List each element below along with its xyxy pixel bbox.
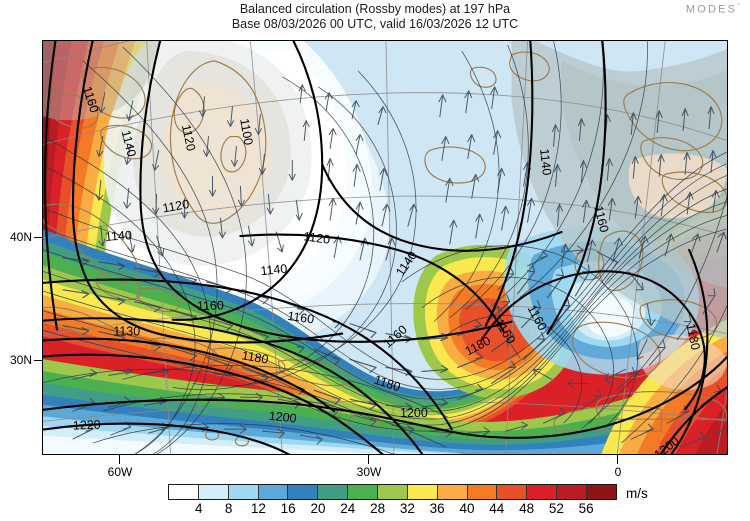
colorbar-cell xyxy=(318,485,349,499)
colorbar-tick-label: 44 xyxy=(489,501,505,516)
contour-label: 1160 xyxy=(591,205,611,234)
colorbar-tick-label: 24 xyxy=(340,501,356,516)
colorbar-swatches xyxy=(168,484,617,500)
contour-map-svg xyxy=(43,41,727,454)
colorbar-tick-label: 36 xyxy=(429,501,445,516)
xtick-mark-60w xyxy=(119,455,121,464)
colorbar-tick-label: 4 xyxy=(195,501,203,516)
colorbar-cell xyxy=(169,485,199,499)
xtick-label-0: 0 xyxy=(614,465,622,479)
colorbar-cell xyxy=(348,485,379,499)
contour-label: 1140 xyxy=(119,129,139,158)
colorbar-cell xyxy=(527,485,558,499)
colorbar-tick-label: 48 xyxy=(519,501,535,516)
colorbar-tick-label: 40 xyxy=(459,501,475,516)
contour-label: 1200 xyxy=(651,434,682,454)
ytick-mark-40n xyxy=(34,237,43,239)
colorbar-tick-label: 20 xyxy=(310,501,326,516)
colorbar-tick-label: 56 xyxy=(578,501,594,516)
map-plot-area: 1160 1140 1120 1100 1120 1140 1120 1140 … xyxy=(42,40,728,455)
contour-label: 1160 xyxy=(197,298,224,313)
contour-label: 1140 xyxy=(393,249,420,279)
colorbar-tick-label: 12 xyxy=(250,501,266,516)
colorbar-cell xyxy=(587,485,616,499)
colorbar-cell xyxy=(437,485,468,499)
colorbar-tick-label: 52 xyxy=(548,501,564,516)
colorbar-units-label: m/s xyxy=(626,486,648,501)
colorbar-cell xyxy=(407,485,438,499)
title-line-1: Balanced circulation (Rossby modes) at 1… xyxy=(239,2,511,16)
xtick-label-30w: 30W xyxy=(356,465,382,479)
contour-label: 1180 xyxy=(372,373,402,395)
colorbar: 4 8 12 16 20 24 28 32 36 40 44 48 52 56 xyxy=(168,484,617,521)
contour-label: 1140 xyxy=(260,262,288,279)
contour-label: 1160 xyxy=(80,85,102,115)
contour-label: 1200 xyxy=(268,409,297,426)
colorbar-tick-labels: 4 8 12 16 20 24 28 32 36 40 44 48 52 56 xyxy=(168,501,617,521)
brand-text: MODES xyxy=(685,3,738,16)
colorbar-tick-label: 32 xyxy=(399,501,415,516)
colorbar-tick-label: 16 xyxy=(280,501,296,516)
contour-label: 1180 xyxy=(463,333,493,358)
colorbar-cell xyxy=(258,485,289,499)
colorbar-cell xyxy=(288,485,319,499)
colorbar-cell xyxy=(497,485,528,499)
xtick-label-60w: 60W xyxy=(107,465,133,479)
colorbar-cell xyxy=(467,485,498,499)
modes-logo: MODES° xyxy=(686,3,740,16)
xtick-mark-30w xyxy=(368,455,370,464)
contour-label: 1180 xyxy=(241,348,270,366)
xtick-mark-0 xyxy=(617,455,619,464)
contour-label: 1130 xyxy=(113,325,140,339)
contour-label: 1220 xyxy=(73,418,101,433)
contour-label: 1160 xyxy=(525,303,550,333)
colorbar-cell xyxy=(557,485,588,499)
contour-label: 1160 xyxy=(492,316,518,346)
contour-label: 1160 xyxy=(381,322,410,350)
colorbar-tick-label: 28 xyxy=(370,501,386,516)
contour-labels-layer: 1160 1140 1120 1100 1120 1140 1120 1140 … xyxy=(73,85,703,454)
contour-label: 1120 xyxy=(179,123,198,152)
contour-label: 1180 xyxy=(683,322,702,351)
colorbar-tick-label: 8 xyxy=(224,501,233,516)
colorbar-cell xyxy=(228,485,259,499)
map-canvas: 1160 1140 1120 1100 1120 1140 1120 1140 … xyxy=(43,41,727,454)
ytick-mark-30n xyxy=(34,360,43,362)
ytick-label-40n: 40N xyxy=(9,230,32,244)
contour-label: 1140 xyxy=(105,228,133,244)
colorbar-cell xyxy=(198,485,229,499)
ytick-label-30n: 30N xyxy=(9,353,32,367)
contour-label: 1200 xyxy=(400,406,428,420)
page-title: Balanced circulation (Rossby modes) at 1… xyxy=(0,2,750,32)
contour-label: 1140 xyxy=(537,148,554,176)
title-line-2: Base 08/03/2026 00 UTC, valid 16/03/2026… xyxy=(231,17,519,31)
contour-label: 1120 xyxy=(303,229,332,247)
colorbar-cell xyxy=(378,485,408,499)
contour-label: 1100 xyxy=(237,117,255,146)
contour-label: 1120 xyxy=(162,197,191,215)
brand-superscript: ° xyxy=(737,3,740,10)
contour-label: 1160 xyxy=(287,309,316,327)
